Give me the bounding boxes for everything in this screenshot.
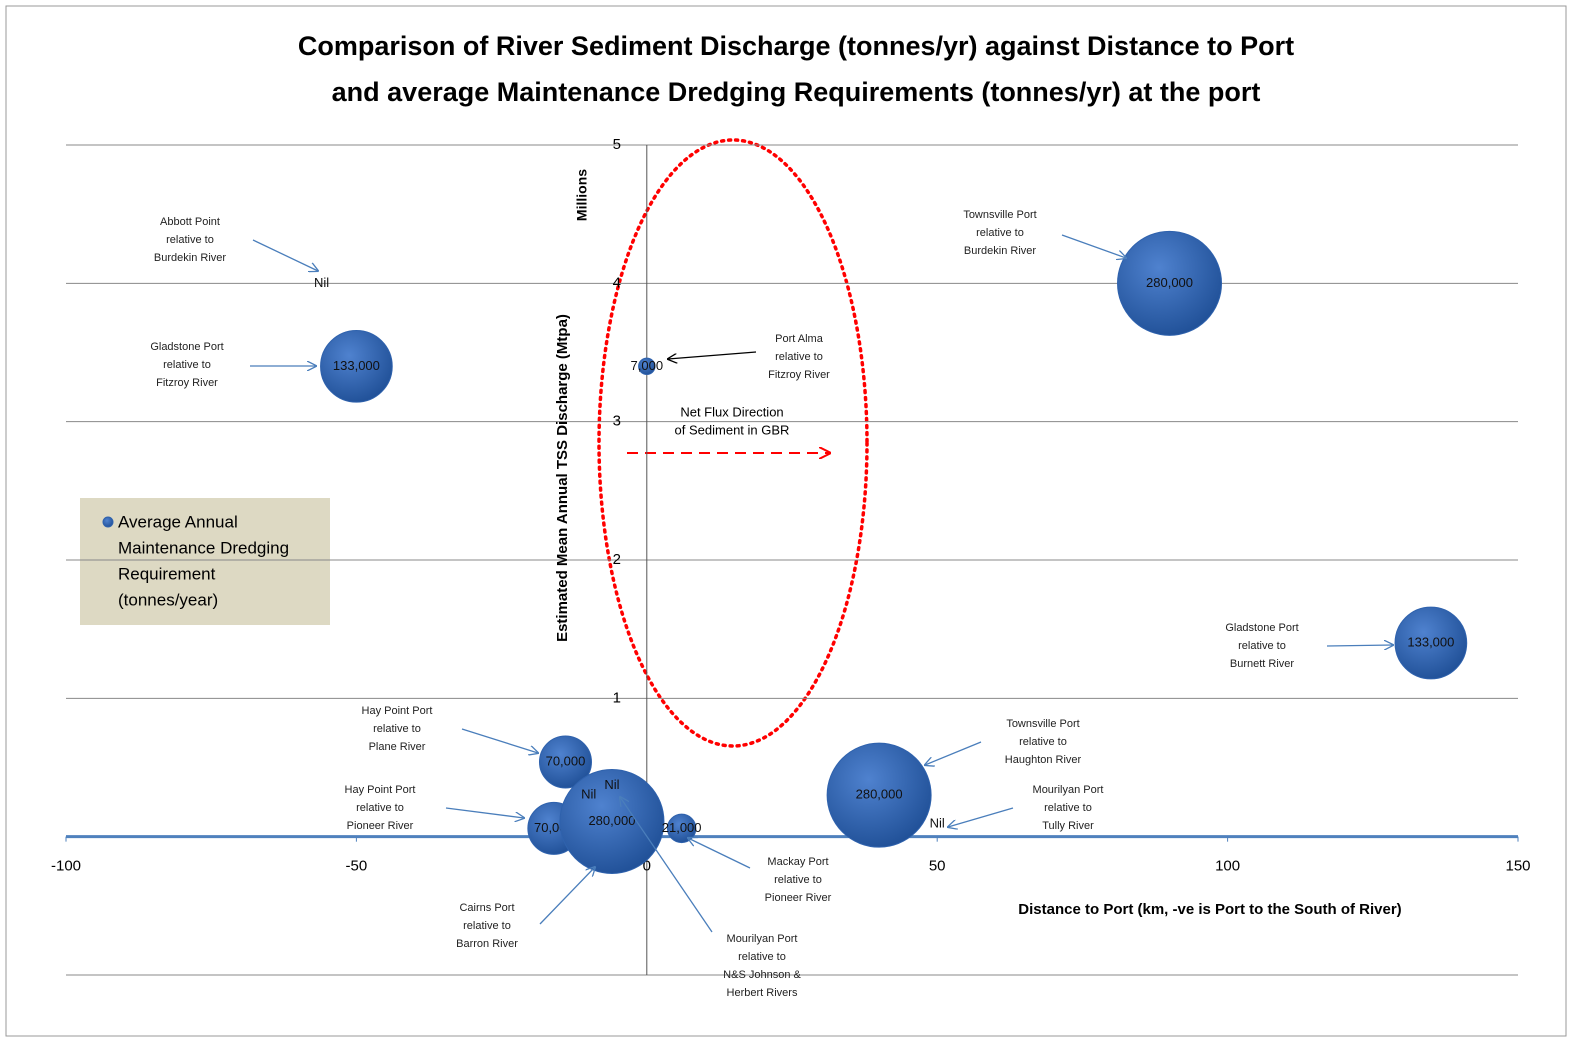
x-tick-label: 50	[929, 858, 946, 875]
chart-title: Comparison of River Sediment Discharge (…	[298, 31, 1294, 61]
bubble-label: 70,000	[546, 753, 586, 768]
annotation-arrow	[1326, 645, 1393, 646]
annotation: Cairns Port	[459, 902, 514, 914]
legend-box	[80, 498, 330, 625]
annotation: Mackay Port	[767, 856, 828, 868]
annotation: Haughton River	[1005, 754, 1082, 766]
annotation: Hay Point Port	[362, 705, 433, 717]
annotation-arrow	[620, 797, 713, 933]
legend-label: (tonnes/year)	[118, 590, 218, 609]
legend-marker	[102, 516, 114, 528]
annotation: Herbert Rivers	[727, 987, 798, 999]
annotation-arrow	[445, 807, 524, 818]
bubble-label: 7,000	[631, 358, 664, 373]
annotation: relative to	[463, 920, 511, 932]
annotation: Fitzroy River	[768, 369, 830, 381]
annotation: Gladstone Port	[1225, 622, 1298, 634]
bubble	[559, 768, 665, 874]
x-tick-label: 0	[643, 858, 651, 875]
annotation: N&S Johnson &	[723, 969, 801, 981]
annotation-arrow	[539, 867, 595, 925]
annotation: relative to	[1044, 802, 1092, 814]
annotation: relative to	[775, 351, 823, 363]
annotation: relative to	[1238, 640, 1286, 652]
y-tick-label: 1	[613, 689, 621, 706]
y-tick-label: 5	[613, 136, 621, 153]
annotation: Burdekin River	[154, 252, 226, 264]
annotation: relative to	[774, 874, 822, 886]
annotation: relative to	[163, 359, 211, 371]
annotation: Port Alma	[775, 333, 824, 345]
annotation: Gladstone Port	[150, 341, 223, 353]
annotation: Abbott Point	[160, 216, 220, 228]
x-tick-label: -50	[346, 858, 368, 875]
annotation: relative to	[1019, 736, 1067, 748]
bubble	[320, 329, 393, 403]
bubble-label: Nil	[314, 275, 329, 290]
bubble	[638, 357, 656, 376]
bubble-label: 21,000	[662, 820, 702, 835]
bubble-label: Nil	[604, 777, 619, 792]
x-tick-label: 100	[1215, 858, 1240, 875]
bubble-label: Nil	[930, 816, 945, 831]
flux-note: Net Flux Direction	[680, 404, 783, 419]
annotation: Pioneer River	[765, 892, 832, 904]
x-axis-label: Distance to Port (km, -ve is Port to the…	[1018, 901, 1401, 918]
y-unit-label: Millions	[574, 169, 590, 221]
bubble-label: 280,000	[588, 813, 635, 828]
annotation: Fitzroy River	[156, 377, 218, 389]
bubble-label: 280,000	[856, 787, 903, 802]
y-tick-label: 2	[613, 551, 621, 568]
bubble	[826, 742, 932, 848]
legend-label: Average Annual	[118, 512, 238, 531]
bubble	[1117, 230, 1223, 336]
annotation: relative to	[166, 234, 214, 246]
annotation: Mourilyan Port	[1033, 784, 1104, 796]
legend-label: Maintenance Dredging	[118, 538, 289, 557]
annotation-arrow	[461, 728, 538, 753]
annotation-arrow	[925, 741, 982, 765]
bubble-label: 280,000	[1146, 275, 1193, 290]
annotation: relative to	[356, 802, 404, 814]
annotation: Pioneer River	[347, 820, 414, 832]
annotation: Burdekin River	[964, 245, 1036, 257]
annotation: Townsville Port	[963, 209, 1036, 221]
bubble	[538, 735, 592, 789]
annotation: relative to	[373, 723, 421, 735]
annotation: relative to	[976, 227, 1024, 239]
annotation: Plane River	[369, 741, 426, 753]
x-tick-label: -100	[51, 858, 81, 875]
highlight-ellipse	[597, 138, 869, 748]
bubble-label: 133,000	[1407, 634, 1454, 649]
y-axis-label: Estimated Mean Annual TSS Discharge (Mtp…	[554, 314, 571, 642]
annotation-arrow	[1061, 234, 1126, 258]
annotation: Tully River	[1042, 820, 1094, 832]
annotation-arrow	[948, 807, 1014, 827]
bubble	[666, 813, 697, 844]
annotation: Burnett River	[1230, 658, 1295, 670]
annotation-arrow	[668, 351, 757, 359]
chart-title: and average Maintenance Dredging Require…	[332, 77, 1261, 107]
y-tick-label: 3	[613, 413, 621, 430]
annotation: Mourilyan Port	[727, 933, 798, 945]
annotation: Townsville Port	[1006, 718, 1079, 730]
annotation-arrow	[252, 239, 318, 271]
annotation: Hay Point Port	[345, 784, 416, 796]
flux-note: of Sediment in GBR	[675, 422, 790, 437]
annotation: Barron River	[456, 938, 518, 950]
bubble-label: Nil	[581, 787, 596, 802]
bubble	[1394, 606, 1468, 680]
annotation-arrow	[688, 838, 751, 869]
legend-label: Requirement	[118, 564, 216, 583]
annotation: relative to	[738, 951, 786, 963]
x-tick-label: 150	[1505, 858, 1530, 875]
bubble-label: 133,000	[333, 358, 380, 373]
y-tick-label: 4	[613, 274, 621, 291]
